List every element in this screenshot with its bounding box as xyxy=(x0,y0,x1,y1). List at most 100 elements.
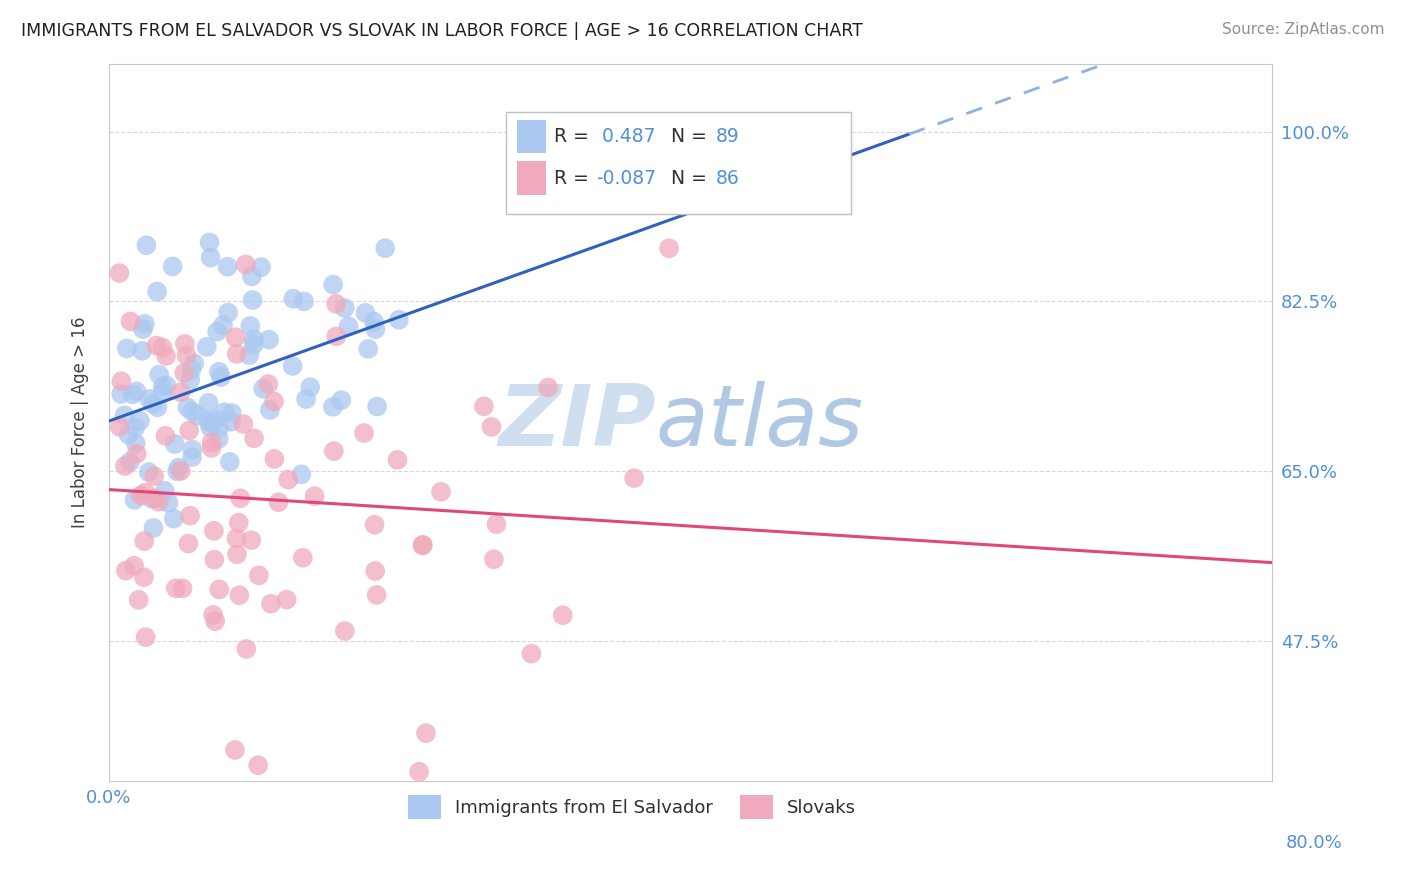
Text: 86: 86 xyxy=(716,169,740,188)
Point xyxy=(122,558,145,573)
Point xyxy=(235,257,257,271)
Point xyxy=(114,409,136,423)
Point xyxy=(267,495,290,509)
Point xyxy=(129,414,152,428)
Point xyxy=(181,442,204,457)
Point xyxy=(204,614,226,628)
Point xyxy=(166,464,188,478)
Point xyxy=(325,297,347,311)
Point xyxy=(148,368,170,382)
Point xyxy=(165,582,187,596)
Point xyxy=(229,491,252,506)
Point xyxy=(118,455,141,469)
Point xyxy=(240,269,263,284)
Point xyxy=(148,494,170,508)
Point xyxy=(658,241,681,255)
Point xyxy=(354,306,377,320)
Point xyxy=(238,348,260,362)
Point xyxy=(108,266,131,280)
Point xyxy=(177,536,200,550)
Point xyxy=(124,420,146,434)
Point xyxy=(132,570,155,584)
Point xyxy=(243,431,266,445)
Point xyxy=(322,400,344,414)
Point xyxy=(276,592,298,607)
Point xyxy=(132,322,155,336)
Point xyxy=(277,473,299,487)
Point xyxy=(120,314,142,328)
Point xyxy=(208,365,231,379)
Point xyxy=(145,338,167,352)
Point xyxy=(155,429,177,443)
Point xyxy=(146,401,169,415)
Point xyxy=(217,305,239,319)
Point xyxy=(337,319,360,334)
Point xyxy=(176,401,198,415)
Point xyxy=(141,491,163,506)
Point xyxy=(134,317,156,331)
Point xyxy=(212,318,235,333)
Point xyxy=(325,329,347,343)
Point xyxy=(117,427,139,442)
Point xyxy=(242,293,264,307)
Point xyxy=(333,301,356,315)
Point xyxy=(304,489,326,503)
Point xyxy=(623,471,645,485)
Point xyxy=(110,374,132,388)
Text: R =: R = xyxy=(554,127,595,146)
Point xyxy=(173,366,195,380)
Point xyxy=(202,607,225,622)
Point xyxy=(110,387,132,401)
Point xyxy=(200,441,222,455)
Point xyxy=(198,235,221,250)
Point xyxy=(260,597,283,611)
Point xyxy=(295,392,318,406)
Point xyxy=(226,547,249,561)
Point xyxy=(152,379,174,393)
Point xyxy=(173,336,195,351)
Text: Source: ZipAtlas.com: Source: ZipAtlas.com xyxy=(1222,22,1385,37)
Point xyxy=(228,588,250,602)
Point xyxy=(138,392,160,406)
Point xyxy=(218,455,240,469)
Point xyxy=(162,260,184,274)
Point xyxy=(232,417,254,431)
Text: 80.0%: 80.0% xyxy=(1286,834,1343,852)
Point xyxy=(187,409,209,423)
Point xyxy=(225,531,247,545)
Point xyxy=(225,347,247,361)
Point xyxy=(138,465,160,479)
Point xyxy=(115,564,138,578)
Text: N =: N = xyxy=(659,127,713,146)
Point xyxy=(242,338,264,352)
Point xyxy=(387,453,409,467)
Point xyxy=(411,539,433,553)
Point xyxy=(263,394,285,409)
Text: IMMIGRANTS FROM EL SALVADOR VS SLOVAK IN LABOR FORCE | AGE > 16 CORRELATION CHAR: IMMIGRANTS FROM EL SALVADOR VS SLOVAK IN… xyxy=(21,22,863,40)
Point xyxy=(125,447,148,461)
Point xyxy=(374,241,396,255)
Text: R =: R = xyxy=(554,169,595,188)
Point xyxy=(197,396,219,410)
Point xyxy=(200,251,222,265)
Point xyxy=(143,469,166,483)
Point xyxy=(163,437,186,451)
Point xyxy=(115,342,138,356)
Point xyxy=(292,294,315,309)
Point xyxy=(114,458,136,473)
Point xyxy=(152,386,174,401)
Point xyxy=(259,403,281,417)
Point xyxy=(252,382,274,396)
Point xyxy=(247,758,270,772)
Y-axis label: In Labor Force | Age > 16: In Labor Force | Age > 16 xyxy=(72,317,89,528)
Point xyxy=(124,492,146,507)
Point xyxy=(181,450,204,464)
Point xyxy=(135,238,157,252)
Point xyxy=(142,397,165,411)
Point xyxy=(537,380,560,394)
Point xyxy=(146,285,169,299)
Point xyxy=(221,406,243,420)
Point xyxy=(247,568,270,582)
Point xyxy=(472,400,495,414)
Point xyxy=(169,385,191,400)
